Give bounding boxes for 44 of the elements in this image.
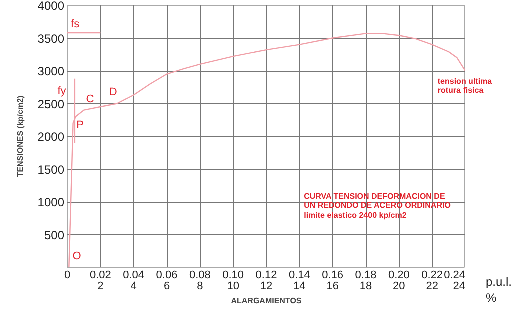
x-tick-label: 0.14 (288, 270, 310, 282)
x-tick-label: 0.18 (355, 270, 377, 282)
x-tick-label: 0.10 (222, 270, 244, 282)
x2-tick-label: 14 (294, 280, 306, 292)
x-tick-label: 0.16 (322, 270, 344, 282)
x-tick-label: 0 (64, 270, 71, 282)
y-tick-label: 1000 (38, 196, 65, 210)
x-tick-label: 0.22 (422, 270, 444, 282)
annotation: P (76, 120, 84, 133)
y-tick-label: 2500 (38, 97, 65, 112)
annotation: fs (71, 18, 80, 32)
annotation: tension ultima rotura fisica (438, 76, 492, 96)
y-tick-label: 2000 (38, 130, 65, 144)
text: % (486, 290, 497, 306)
x2-tick-label: 8 (197, 280, 204, 292)
y-tick-label: 3000 (38, 64, 65, 78)
x2-tick-label: 22 (426, 280, 438, 292)
x2-tick-label: 6 (164, 280, 170, 292)
x2-tick-label: 4 (130, 280, 137, 292)
y-tick-label: 4000 (38, 0, 65, 13)
x-axis-title: ALARGAMIENTOS (231, 296, 302, 306)
x2-tick-label: 10 (227, 280, 240, 292)
x-tick-label: 0.02 (90, 270, 112, 282)
x2-tick-label: 16 (326, 280, 339, 292)
y-tick-label: 1500 (38, 162, 65, 177)
x-tick-label: 0.06 (156, 270, 178, 282)
text: fy (58, 84, 66, 98)
text: p.u.l. (486, 274, 512, 290)
x-tick-label: 0.20 (388, 270, 410, 282)
x-tick-label: 0.12 (256, 270, 278, 282)
x-tick-label: 0.08 (189, 270, 211, 282)
x2-tick-label: 2 (98, 280, 104, 292)
x2-tick-label: 12 (260, 280, 273, 292)
x2-tick-label: 24 (453, 280, 466, 292)
y-tick-label: 3500 (38, 32, 65, 46)
x-tick-label: 0.24 (444, 270, 466, 282)
y-axis-title: TENSIONES (kp/cm2) (16, 95, 25, 178)
annotation: D (109, 86, 118, 100)
y-tick-label: 500 (44, 228, 65, 242)
x2-tick-label: 18 (360, 280, 372, 292)
annotation: C (86, 93, 94, 107)
annotation: O (72, 250, 82, 264)
x2-tick-label: 20 (393, 280, 406, 292)
x-tick-label: 0.04 (123, 270, 145, 282)
